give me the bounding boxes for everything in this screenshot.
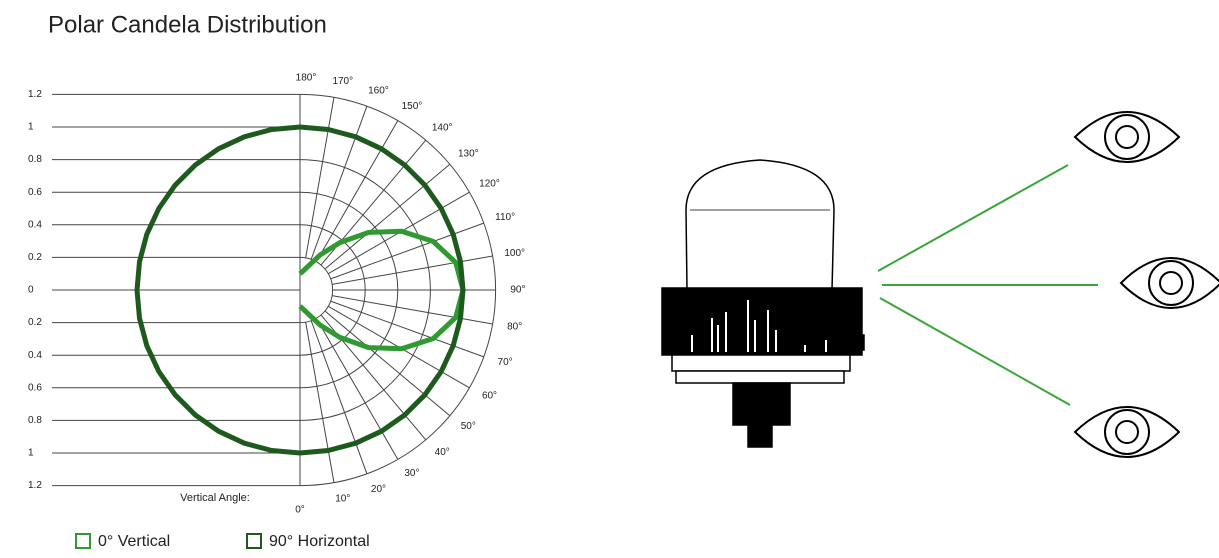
angle-tick-label: 130° — [458, 148, 479, 159]
eye-icons — [1073, 111, 1219, 458]
angle-tick-label: 70° — [498, 357, 513, 368]
angle-tick-label: 60° — [482, 391, 497, 402]
series-line — [134, 124, 301, 456]
angle-grid-line — [332, 295, 493, 325]
angle-tick-label: 140° — [432, 122, 453, 133]
angle-grid-line — [305, 97, 335, 258]
y-tick-label: 0.2 — [28, 252, 42, 263]
angle-grid-line — [310, 106, 368, 260]
angle-tick-label: 170° — [332, 76, 353, 87]
angle-tick-label: 100° — [504, 248, 525, 259]
y-tick-label: 0.6 — [28, 187, 42, 198]
angle-tick-label: 80° — [507, 321, 522, 332]
y-tick-label: 0.8 — [28, 154, 42, 165]
chart-title: Polar Candela Distribution — [48, 11, 327, 38]
angle-grid-line — [310, 320, 368, 474]
y-tick-label: 0.2 — [28, 317, 42, 328]
angle-tick-label: 180° — [296, 73, 317, 84]
beacon-illustration — [661, 159, 865, 448]
angle-grid-line — [332, 255, 493, 285]
angle-tick-label: 50° — [461, 421, 476, 432]
angle-tick-label: 30° — [404, 468, 419, 479]
angle-tick-label: 0° — [295, 505, 305, 516]
y-tick-label: 0.8 — [28, 415, 42, 426]
angle-tick-label: 40° — [435, 447, 450, 458]
y-tick-label: 0 — [28, 285, 34, 296]
y-tick-label: 1 — [28, 122, 34, 133]
y-tick-label: 1.2 — [28, 89, 42, 100]
legend-label: 0° Vertical — [98, 533, 170, 550]
y-tick-label: 1 — [28, 448, 34, 459]
angle-grid-line — [305, 322, 335, 483]
angle-grid-line — [330, 300, 484, 358]
light-rays — [877, 164, 1098, 406]
angle-tick-label: 20° — [371, 484, 386, 495]
legend-label: 90° Horizontal — [269, 533, 370, 550]
angle-tick-label: 10° — [335, 493, 350, 504]
angle-tick-label: 160° — [368, 86, 389, 97]
legend-swatch — [246, 533, 262, 549]
y-tick-label: 0.4 — [28, 350, 42, 361]
angle-tick-label: 150° — [402, 101, 423, 112]
angle-tick-label: 110° — [495, 212, 515, 223]
angle-axis-label: Vertical Angle: — [180, 492, 250, 504]
angle-tick-label: 120° — [479, 179, 500, 190]
angle-grid-line — [324, 310, 451, 417]
legend-swatch — [75, 533, 91, 549]
series-line — [299, 124, 466, 456]
y-tick-label: 0.4 — [28, 219, 42, 230]
angle-tick-label: 90° — [510, 285, 525, 296]
angle-grid-line — [330, 222, 484, 280]
angle-grid-line — [324, 163, 451, 270]
y-tick-label: 1.2 — [28, 480, 42, 491]
angle-grid-line — [315, 120, 399, 263]
angle-grid-line — [315, 317, 399, 460]
y-tick-label: 0.6 — [28, 382, 42, 393]
polar-chart: 1.2 1 0.8 0.6 0.4 0.2 0 0.2 0.4 0.6 0.8 1 1.2 0° 10° 20… — [28, 73, 525, 550]
